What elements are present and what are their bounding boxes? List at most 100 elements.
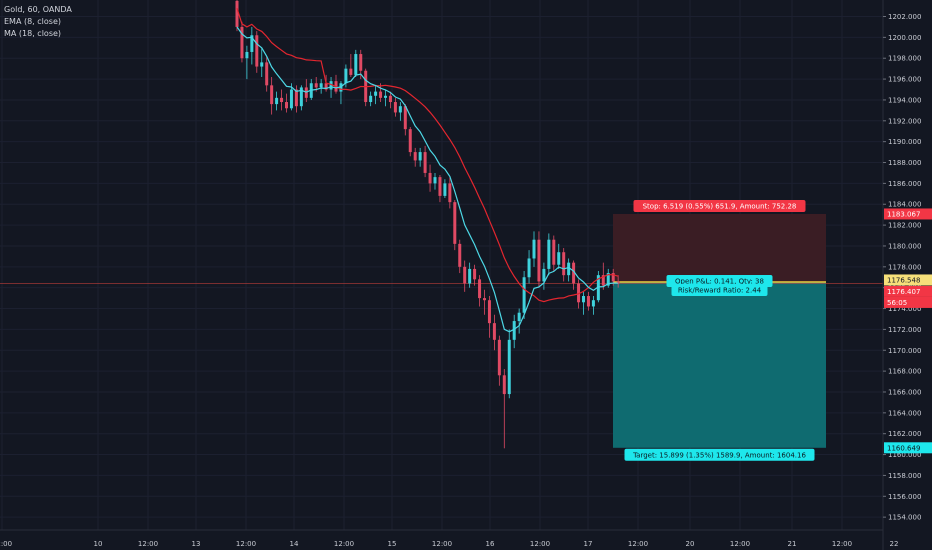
time-tick-label: 17 xyxy=(584,540,593,548)
price-tick-label: 1198.000 xyxy=(888,55,921,63)
time-tick-label: 12:00 xyxy=(730,540,750,548)
candle-body xyxy=(463,266,467,284)
candle-body xyxy=(379,91,383,98)
candle-body xyxy=(235,0,239,27)
candle-body xyxy=(492,323,496,340)
candle-body xyxy=(557,252,561,265)
candle-body xyxy=(468,268,472,284)
candle-body xyxy=(403,106,407,130)
candle-body xyxy=(453,202,457,244)
ma-legend[interactable]: MA (18, close) xyxy=(4,29,62,38)
time-tick-label: 20 xyxy=(686,540,695,548)
price-tick-label: 1192.000 xyxy=(888,117,921,125)
candle-body xyxy=(448,183,452,203)
ma-18-line xyxy=(236,8,619,303)
candle-body xyxy=(547,239,551,269)
price-tick-label: 1172.000 xyxy=(888,326,921,334)
time-tick-label: 12:00 xyxy=(530,540,550,548)
candle-body xyxy=(413,152,417,161)
candle-body xyxy=(408,129,412,153)
candle-body xyxy=(502,375,506,395)
candle-body xyxy=(433,177,437,184)
candle-body xyxy=(398,106,402,113)
price-marker-text: 1176.548 xyxy=(887,276,920,284)
price-tick-label: 1178.000 xyxy=(888,263,921,271)
price-marker-text: 1160.649 xyxy=(887,444,920,452)
price-axis[interactable]: 1202.000 1200.000 1198.000 1196.000 1194.000… xyxy=(882,0,932,550)
candle-body xyxy=(567,262,571,276)
candle-body xyxy=(354,54,358,75)
ema-legend[interactable]: EMA (8, close) xyxy=(4,17,61,26)
candle-body xyxy=(542,268,546,282)
candle-body xyxy=(314,83,318,88)
candle-body xyxy=(611,273,615,282)
price-tick-label: 1160.000 xyxy=(888,451,921,459)
stop-loss-zone xyxy=(613,213,826,282)
price-tick-label: 1158.000 xyxy=(888,472,921,480)
candles xyxy=(235,0,620,449)
rr-label-text: Risk/Reward Ratio: 2.44 xyxy=(678,286,762,294)
time-tick-label: 12:00 xyxy=(628,540,648,548)
candle-body xyxy=(487,300,491,324)
candle-body xyxy=(255,35,259,67)
candle-body xyxy=(349,68,353,75)
price-marker-last: 1176.407 xyxy=(884,285,932,297)
candle-body xyxy=(270,85,274,105)
candle-body xyxy=(294,89,298,107)
candle-body xyxy=(522,277,526,313)
candle-body xyxy=(428,172,432,184)
time-tick-label: 10 xyxy=(94,540,103,548)
price-tick-label: 1170.000 xyxy=(888,347,921,355)
candle-body xyxy=(586,296,590,307)
time-tick-label: 12:00 xyxy=(832,540,852,548)
price-tick-label: 1188.000 xyxy=(888,159,921,167)
time-tick-label: 15 xyxy=(388,540,397,548)
candle-body xyxy=(582,296,585,303)
candle-body xyxy=(562,252,566,276)
price-tick-label: 1166.000 xyxy=(888,388,921,396)
price-marker-bg xyxy=(884,442,932,454)
candle-body xyxy=(517,312,521,322)
candle-body xyxy=(577,283,581,303)
price-tick-label: 1180.000 xyxy=(888,242,921,250)
price-tick-label: 1186.000 xyxy=(888,180,921,188)
candle-body xyxy=(359,54,363,71)
candle-body xyxy=(285,102,288,109)
time-axis[interactable]: 12:00 10 12:00 13 12:00 14 12:00 15 12:00 16 12:00… xyxy=(0,529,898,548)
candle-body xyxy=(299,87,303,107)
candle-body xyxy=(289,89,293,109)
candle-body xyxy=(418,152,422,161)
time-tick-label: 21 xyxy=(788,540,797,548)
candle-body xyxy=(280,97,284,103)
indicators xyxy=(236,8,619,333)
candle-body xyxy=(552,239,556,265)
candle-body xyxy=(606,273,610,286)
candle-body xyxy=(275,97,279,105)
target-label-text: Target: 15.899 (1.35%) 1589.9, Amount: 1… xyxy=(632,451,806,459)
rr-label-bg xyxy=(671,283,768,296)
candle-body xyxy=(532,239,536,259)
price-tick-label: 1194.000 xyxy=(888,96,921,104)
target-label: Target: 15.899 (1.35%) 1589.9, Amount: 1… xyxy=(624,448,815,461)
candle-body xyxy=(438,177,442,196)
price-marker-entry: 1176.548 xyxy=(884,274,932,286)
price-marker-bg xyxy=(884,208,932,220)
price-marker-text: 56:05 xyxy=(887,299,907,307)
position-zones[interactable] xyxy=(0,213,883,448)
price-tick-label: 1164.000 xyxy=(888,409,921,417)
price-marker-bg xyxy=(884,274,932,286)
symbol-label[interactable]: Gold, 60, OANDA xyxy=(4,5,72,14)
candle-body xyxy=(497,339,501,376)
candle-body xyxy=(512,321,516,340)
candle-body xyxy=(240,26,244,59)
candle-body xyxy=(478,279,482,299)
candle-body xyxy=(537,239,541,282)
price-marker-text: 1183.067 xyxy=(887,210,920,218)
price-marker-text: 1176.407 xyxy=(887,288,920,296)
price-tick-label: 1184.000 xyxy=(888,201,921,209)
price-tick-label: 1156.000 xyxy=(888,493,921,501)
candle-body xyxy=(319,83,323,88)
candle-body xyxy=(369,95,373,103)
candle-body xyxy=(260,62,264,67)
